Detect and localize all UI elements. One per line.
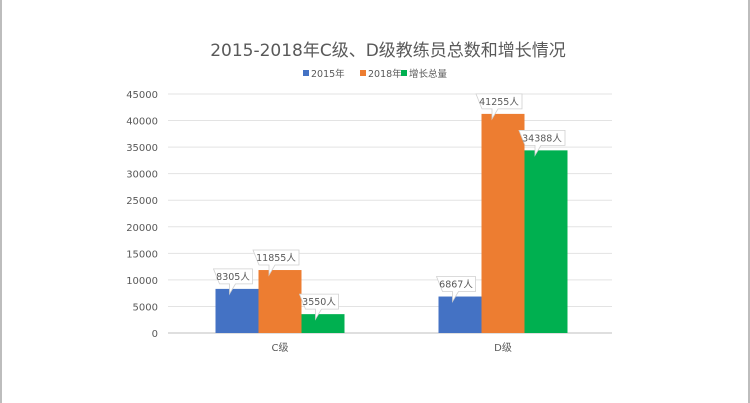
legend-swatch [303, 70, 309, 76]
legend-swatch [360, 70, 366, 76]
y-tick-label: 20000 [126, 223, 158, 234]
legend: 2015年 2018年 增长总量 [303, 68, 448, 80]
bar [481, 113, 525, 334]
data-label-callout [475, 93, 523, 121]
data-label-callout [435, 276, 476, 303]
y-axis: 0 5000 10000 15000 20000 25000 30000 35000 40000… [126, 90, 158, 340]
chart-title: 2015-2018年C级、D级教练员总数和增长情况 [210, 41, 566, 61]
y-tick-label: 45000 [126, 90, 158, 101]
bar [258, 270, 302, 333]
data-label: 41255人 [479, 97, 519, 108]
x-tick-label: D级 [494, 342, 512, 354]
data-label-callout [298, 293, 339, 321]
legend-swatch [401, 70, 407, 76]
y-tick-label: 40000 [126, 117, 158, 128]
legend-label: 2015年 [311, 68, 345, 80]
data-label: 6867人 [439, 280, 473, 291]
bar [215, 288, 259, 333]
data-label-callout [212, 268, 253, 296]
y-tick-label: 15000 [126, 249, 158, 260]
y-tick-label: 0 [152, 329, 158, 340]
data-label-callout [252, 249, 300, 277]
data-label: 34388人 [522, 133, 562, 144]
x-tick-label: C级 [272, 342, 289, 354]
y-tick-label: 5000 [133, 302, 158, 313]
bar [524, 150, 568, 333]
y-tick-label: 30000 [126, 170, 158, 181]
data-label: 11855人 [256, 253, 296, 264]
data-label-callout [518, 129, 566, 157]
y-tick-label: 25000 [126, 196, 158, 207]
bars: 8305人 11855人 3550人 6867人 41255人 34388人 [212, 93, 568, 334]
data-label: 8305人 [216, 272, 250, 283]
legend-label: 增长总量 [409, 68, 448, 80]
legend-label: 2018年 [368, 68, 402, 80]
data-label: 3550人 [302, 297, 336, 308]
bar [301, 314, 345, 333]
y-tick-label: 10000 [126, 276, 158, 287]
x-axis: C级 D级 [272, 342, 512, 354]
bar [438, 296, 482, 333]
y-tick-label: 35000 [126, 143, 158, 154]
